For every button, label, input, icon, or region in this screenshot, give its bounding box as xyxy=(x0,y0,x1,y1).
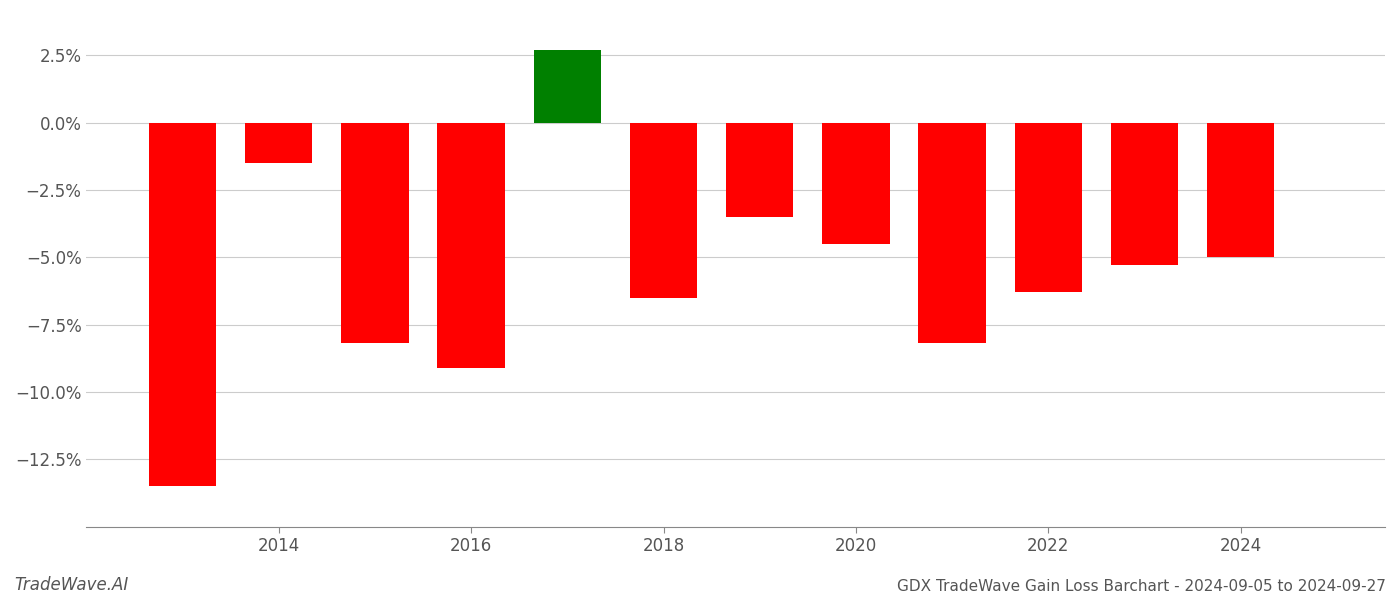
Bar xyxy=(918,123,986,343)
Bar xyxy=(148,123,216,486)
Bar xyxy=(342,123,409,343)
Bar xyxy=(1207,123,1274,257)
Bar xyxy=(1015,123,1082,292)
Bar xyxy=(727,123,794,217)
Bar xyxy=(630,123,697,298)
Text: TradeWave.AI: TradeWave.AI xyxy=(14,576,129,594)
Bar xyxy=(245,123,312,163)
Bar xyxy=(437,123,505,368)
Bar xyxy=(533,50,601,123)
Bar xyxy=(1110,123,1179,265)
Bar xyxy=(822,123,889,244)
Text: GDX TradeWave Gain Loss Barchart - 2024-09-05 to 2024-09-27: GDX TradeWave Gain Loss Barchart - 2024-… xyxy=(897,579,1386,594)
